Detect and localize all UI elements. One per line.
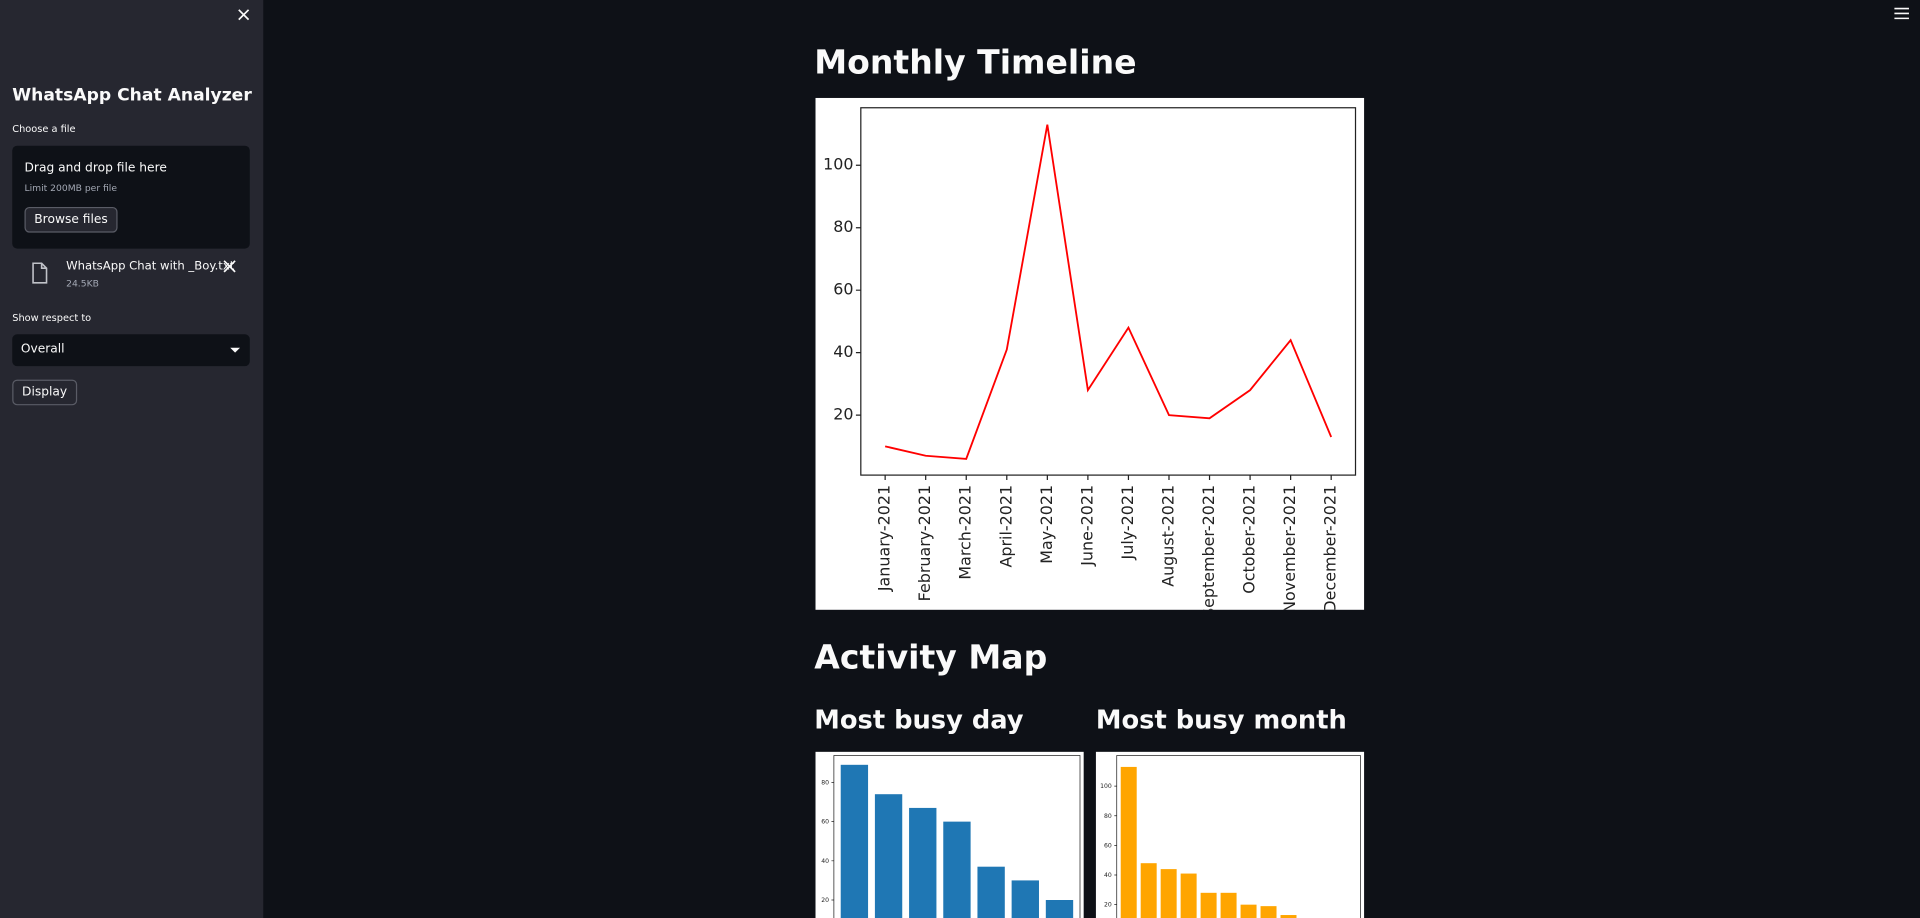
- bar: [1011, 880, 1039, 918]
- bar: [977, 866, 1005, 918]
- bar: [943, 821, 971, 918]
- y-tick-label: 60: [833, 280, 853, 299]
- subheading: Most busy month: [1095, 705, 1347, 735]
- bar: [1140, 863, 1157, 918]
- file-size: 24.5KB: [66, 277, 99, 289]
- display-button[interactable]: Display: [12, 379, 77, 406]
- dropzone-title: Drag and drop file here: [24, 161, 167, 176]
- y-tick-label: 40: [821, 858, 829, 865]
- select-arrow: [230, 347, 241, 353]
- y-tick-label: 80: [1104, 813, 1112, 820]
- remove-file[interactable]: [223, 260, 236, 273]
- heading: Activity Map: [814, 639, 1048, 678]
- busy-day-chart: 20 40 60 80: [815, 751, 1084, 918]
- axes-frame: [1116, 755, 1361, 918]
- busy-month-chart: 20 40 60 80 100: [1095, 751, 1365, 918]
- bar: [1120, 766, 1137, 918]
- y-tick-label: 60: [1104, 842, 1112, 849]
- bar: [1240, 904, 1257, 918]
- y-tick-label: 20: [833, 405, 853, 424]
- subheading: Most busy day: [814, 705, 1024, 735]
- x-tick-label: June-2021: [1077, 485, 1096, 567]
- bar: [874, 794, 903, 918]
- bar: [1180, 873, 1197, 918]
- y-tick-label: 20: [821, 897, 829, 904]
- x-tick-label: March-2021: [956, 485, 975, 580]
- x-tick-label: November-2021: [1280, 485, 1299, 610]
- x-tick-label: September-2021: [1199, 485, 1218, 610]
- sidebar-title: WhatsApp Chat Analyzer: [12, 85, 252, 106]
- bar: [840, 764, 869, 918]
- select-value: Overall: [20, 342, 65, 357]
- dropzone-limit: Limit 200MB per file: [24, 182, 118, 194]
- x-tick-label: December-2021: [1321, 485, 1340, 610]
- y-tick-label: 60: [821, 819, 829, 826]
- menu-icon[interactable]: [1894, 7, 1909, 20]
- heading: Monthly Timeline: [814, 44, 1137, 83]
- x-tick-label: July-2021: [1118, 485, 1137, 561]
- file-icon: [32, 262, 48, 284]
- y-tick-label: 20: [1104, 902, 1112, 909]
- y-tick-label: 40: [1104, 872, 1112, 879]
- y-tick-label: 80: [833, 217, 853, 236]
- x-tick-label: January-2021: [875, 485, 894, 592]
- select-label: Show respect to: [12, 312, 92, 324]
- axes-frame: [860, 107, 1357, 476]
- y-tick-label: 80: [821, 779, 829, 786]
- y-tick-label: 100: [1100, 783, 1112, 790]
- select-box[interactable]: Overall: [12, 334, 250, 367]
- y-tick-label: 100: [823, 155, 853, 174]
- axes-frame: [833, 755, 1081, 918]
- x-tick-label: May-2021: [1037, 485, 1056, 564]
- x-tick-label: October-2021: [1240, 485, 1259, 594]
- bar: [1200, 892, 1217, 918]
- bar: [1160, 869, 1177, 918]
- line: [884, 124, 1333, 460]
- dropzone[interactable]: Drag and drop file here Limit 200MB per …: [12, 145, 250, 249]
- bar: [1280, 915, 1297, 918]
- bar: [1045, 900, 1074, 918]
- x-tick-label: August-2021: [1158, 485, 1177, 587]
- timeline-chart: 20 40 60 80 100 January-2021 February-2021 Marc…: [815, 97, 1365, 610]
- y-tick-label: 40: [833, 342, 853, 361]
- close-sidebar[interactable]: [236, 7, 251, 22]
- file-name: WhatsApp Chat with _Boy.txt: [66, 259, 235, 274]
- file-label: Choose a file: [12, 123, 76, 135]
- sidebar: WhatsApp Chat Analyzer Choose a file Dra…: [0, 0, 264, 918]
- bar: [1260, 906, 1277, 918]
- x-tick-label: April-2021: [996, 485, 1015, 568]
- x-tick-label: February-2021: [915, 485, 934, 601]
- bar: [909, 807, 937, 918]
- bar: [1220, 892, 1237, 918]
- browse-button[interactable]: Browse files: [24, 206, 118, 233]
